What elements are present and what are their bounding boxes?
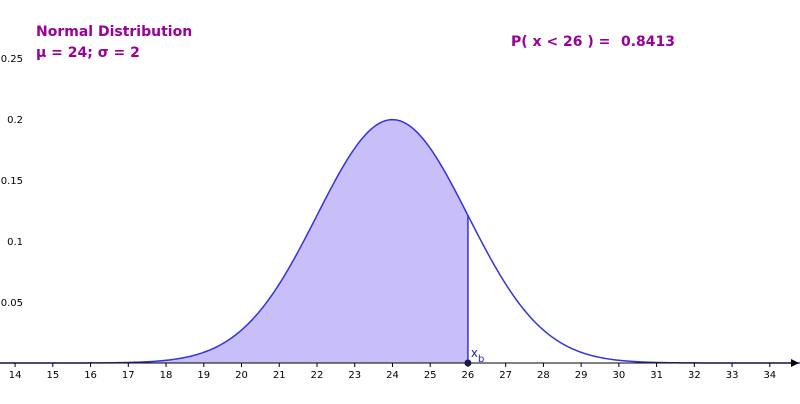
- x-tick-label: 33: [726, 370, 739, 381]
- chart-title: Normal Distribution: [36, 24, 193, 40]
- y-tick-label: 0.1: [7, 237, 23, 248]
- y-tick-label: 0.05: [1, 298, 23, 309]
- x-tick-label: 18: [160, 370, 173, 381]
- x-tick-label: 15: [46, 370, 59, 381]
- y-tick-label: 0.2: [7, 115, 23, 126]
- x-tick-label: 20: [235, 370, 248, 381]
- x-tick-label: 22: [311, 370, 324, 381]
- x-tick-label: 27: [499, 370, 512, 381]
- x-tick-label: 24: [386, 370, 399, 381]
- marker-label-subscript: b: [478, 354, 484, 365]
- x-tick-label: 25: [424, 370, 437, 381]
- y-tick-label: 0.25: [1, 54, 23, 65]
- shaded-probability-area: [0, 119, 468, 364]
- x-tick-label: 17: [122, 370, 135, 381]
- y-axis-ticks: 0.05 0.1 0.15 0.2 0.25: [1, 54, 23, 309]
- x-tick-label: 16: [84, 370, 97, 381]
- x-tick-label: 19: [197, 370, 210, 381]
- x-tick-label: 14: [9, 370, 22, 381]
- x-tick-label: 26: [462, 370, 475, 381]
- probability-value: 0.8413: [621, 34, 676, 50]
- y-tick-label: 0.15: [1, 176, 23, 187]
- marker-label: xb: [471, 346, 484, 365]
- marker-label-main: x: [471, 346, 478, 360]
- x-tick-label: 23: [348, 370, 361, 381]
- marker-point[interactable]: [464, 359, 472, 367]
- chart-subtitle: μ = 24; σ = 2: [36, 45, 140, 61]
- x-tick-label: 29: [575, 370, 588, 381]
- x-tick-label: 28: [537, 370, 550, 381]
- x-tick-label: 30: [613, 370, 626, 381]
- x-tick-label: 31: [650, 370, 663, 381]
- x-axis-arrow-icon: [791, 359, 799, 367]
- x-axis-ticks: 14 15 16 17 18 19 20 21 22 23 24 25 26 27 28 29 30 31 32 33…: [9, 363, 776, 381]
- x-tick-label: 21: [273, 370, 286, 381]
- x-tick-label: 34: [763, 370, 776, 381]
- probability-label: P( x < 26 ) =: [511, 34, 611, 50]
- x-tick-label: 32: [688, 370, 701, 381]
